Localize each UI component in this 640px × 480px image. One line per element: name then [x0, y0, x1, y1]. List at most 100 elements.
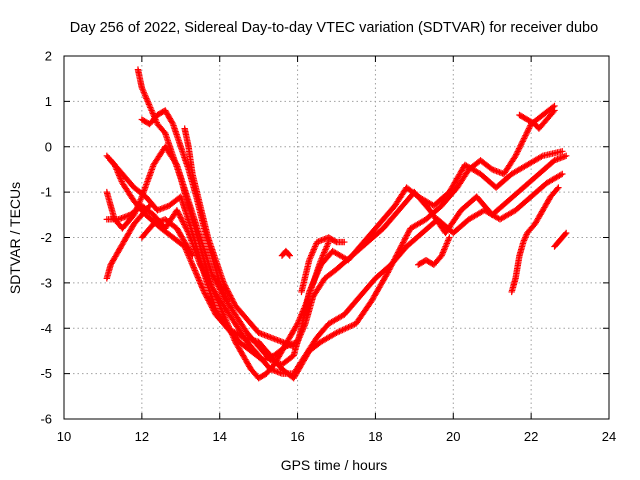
data-point-marker [191, 265, 198, 273]
data-point-marker [230, 299, 238, 306]
data-point-marker [440, 247, 447, 255]
data-point-marker [226, 326, 234, 333]
data-point-marker [332, 238, 339, 245]
data-point-marker [149, 108, 156, 116]
data-point-marker [199, 284, 206, 291]
data-point-marker [222, 293, 229, 300]
series-trace-5 [134, 66, 332, 382]
data-point-marker [298, 311, 305, 318]
data-point-marker [230, 334, 237, 341]
data-point-marker [220, 279, 227, 287]
data-point-marker [295, 317, 303, 324]
data-point-marker [286, 252, 293, 259]
data-point-marker [228, 295, 235, 302]
data-point-marker [323, 243, 330, 250]
data-point-marker [557, 171, 565, 178]
data-point-marker [401, 236, 408, 243]
data-point-marker [189, 261, 196, 268]
data-point-marker [173, 207, 181, 214]
x-tick-label: 22 [524, 429, 538, 444]
data-point-marker [219, 309, 227, 317]
data-point-marker [512, 152, 519, 160]
data-point-marker [446, 234, 453, 241]
data-point-marker [222, 315, 229, 323]
data-point-marker [322, 244, 330, 252]
data-point-marker [225, 323, 232, 330]
data-point-marker [402, 233, 410, 241]
data-point-marker [298, 329, 305, 336]
data-point-marker [141, 90, 148, 98]
data-point-marker [334, 328, 342, 336]
data-point-marker [520, 136, 527, 144]
data-point-marker [189, 262, 197, 270]
data-point-marker [224, 286, 231, 294]
data-point-marker [321, 247, 329, 255]
y-tick-label: -2 [40, 230, 52, 245]
data-point-marker [229, 298, 237, 305]
data-point-marker [300, 306, 307, 314]
data-point-marker [223, 319, 231, 326]
data-point-marker [331, 330, 339, 337]
data-point-marker [519, 138, 526, 145]
data-point-marker [517, 142, 524, 149]
data-point-marker [439, 249, 447, 256]
data-point-marker [136, 198, 144, 205]
data-point-marker [221, 290, 228, 297]
y-axis-label: SDTVAR / TECUs [7, 182, 23, 294]
data-point-marker [513, 151, 520, 158]
data-point-marker [117, 175, 124, 182]
data-point-marker [348, 322, 355, 330]
data-point-marker [194, 274, 202, 281]
x-tick-label: 24 [602, 429, 616, 444]
y-tick-label: -3 [40, 275, 52, 290]
data-point-marker [229, 332, 236, 340]
series-trace-10 [278, 247, 293, 259]
data-point-marker [441, 244, 449, 252]
data-point-marker [175, 211, 183, 218]
data-point-marker [514, 148, 521, 155]
data-point-marker [294, 338, 301, 346]
data-point-marker [221, 312, 228, 320]
data-point-marker [213, 296, 221, 303]
data-point-marker [324, 240, 332, 247]
data-point-marker [143, 96, 151, 104]
data-point-marker [318, 255, 325, 262]
data-point-marker [145, 203, 152, 211]
series-trace-11 [298, 234, 348, 296]
data-point-marker [310, 246, 317, 253]
data-point-marker [200, 288, 208, 296]
data-point-marker [526, 123, 533, 131]
data-point-marker [221, 282, 229, 289]
data-point-marker [513, 149, 521, 157]
data-point-marker [550, 108, 557, 115]
data-point-marker [187, 258, 195, 265]
data-point-marker [322, 246, 329, 253]
data-point-marker [200, 287, 207, 294]
data-point-marker [215, 300, 223, 308]
data-point-marker [554, 185, 561, 193]
data-point-marker [217, 303, 224, 311]
data-point-marker [538, 153, 545, 160]
data-point-marker [297, 331, 305, 338]
data-point-marker [225, 289, 232, 297]
data-point-marker [296, 332, 304, 340]
data-point-marker [140, 89, 148, 96]
data-point-marker [383, 271, 390, 279]
data-point-marker [175, 209, 182, 217]
data-point-marker [438, 252, 445, 259]
data-point-marker [300, 325, 307, 332]
data-point-marker [301, 303, 308, 311]
data-point-marker [342, 325, 349, 332]
data-point-marker [224, 322, 232, 329]
data-point-marker [299, 326, 306, 333]
data-point-marker [228, 329, 235, 336]
data-point-marker [309, 247, 317, 255]
data-point-marker [439, 250, 446, 258]
data-point-marker [196, 278, 204, 286]
data-point-marker [524, 128, 531, 135]
data-point-marker [193, 271, 200, 278]
data-point-marker [217, 305, 225, 312]
data-point-marker [176, 212, 184, 220]
